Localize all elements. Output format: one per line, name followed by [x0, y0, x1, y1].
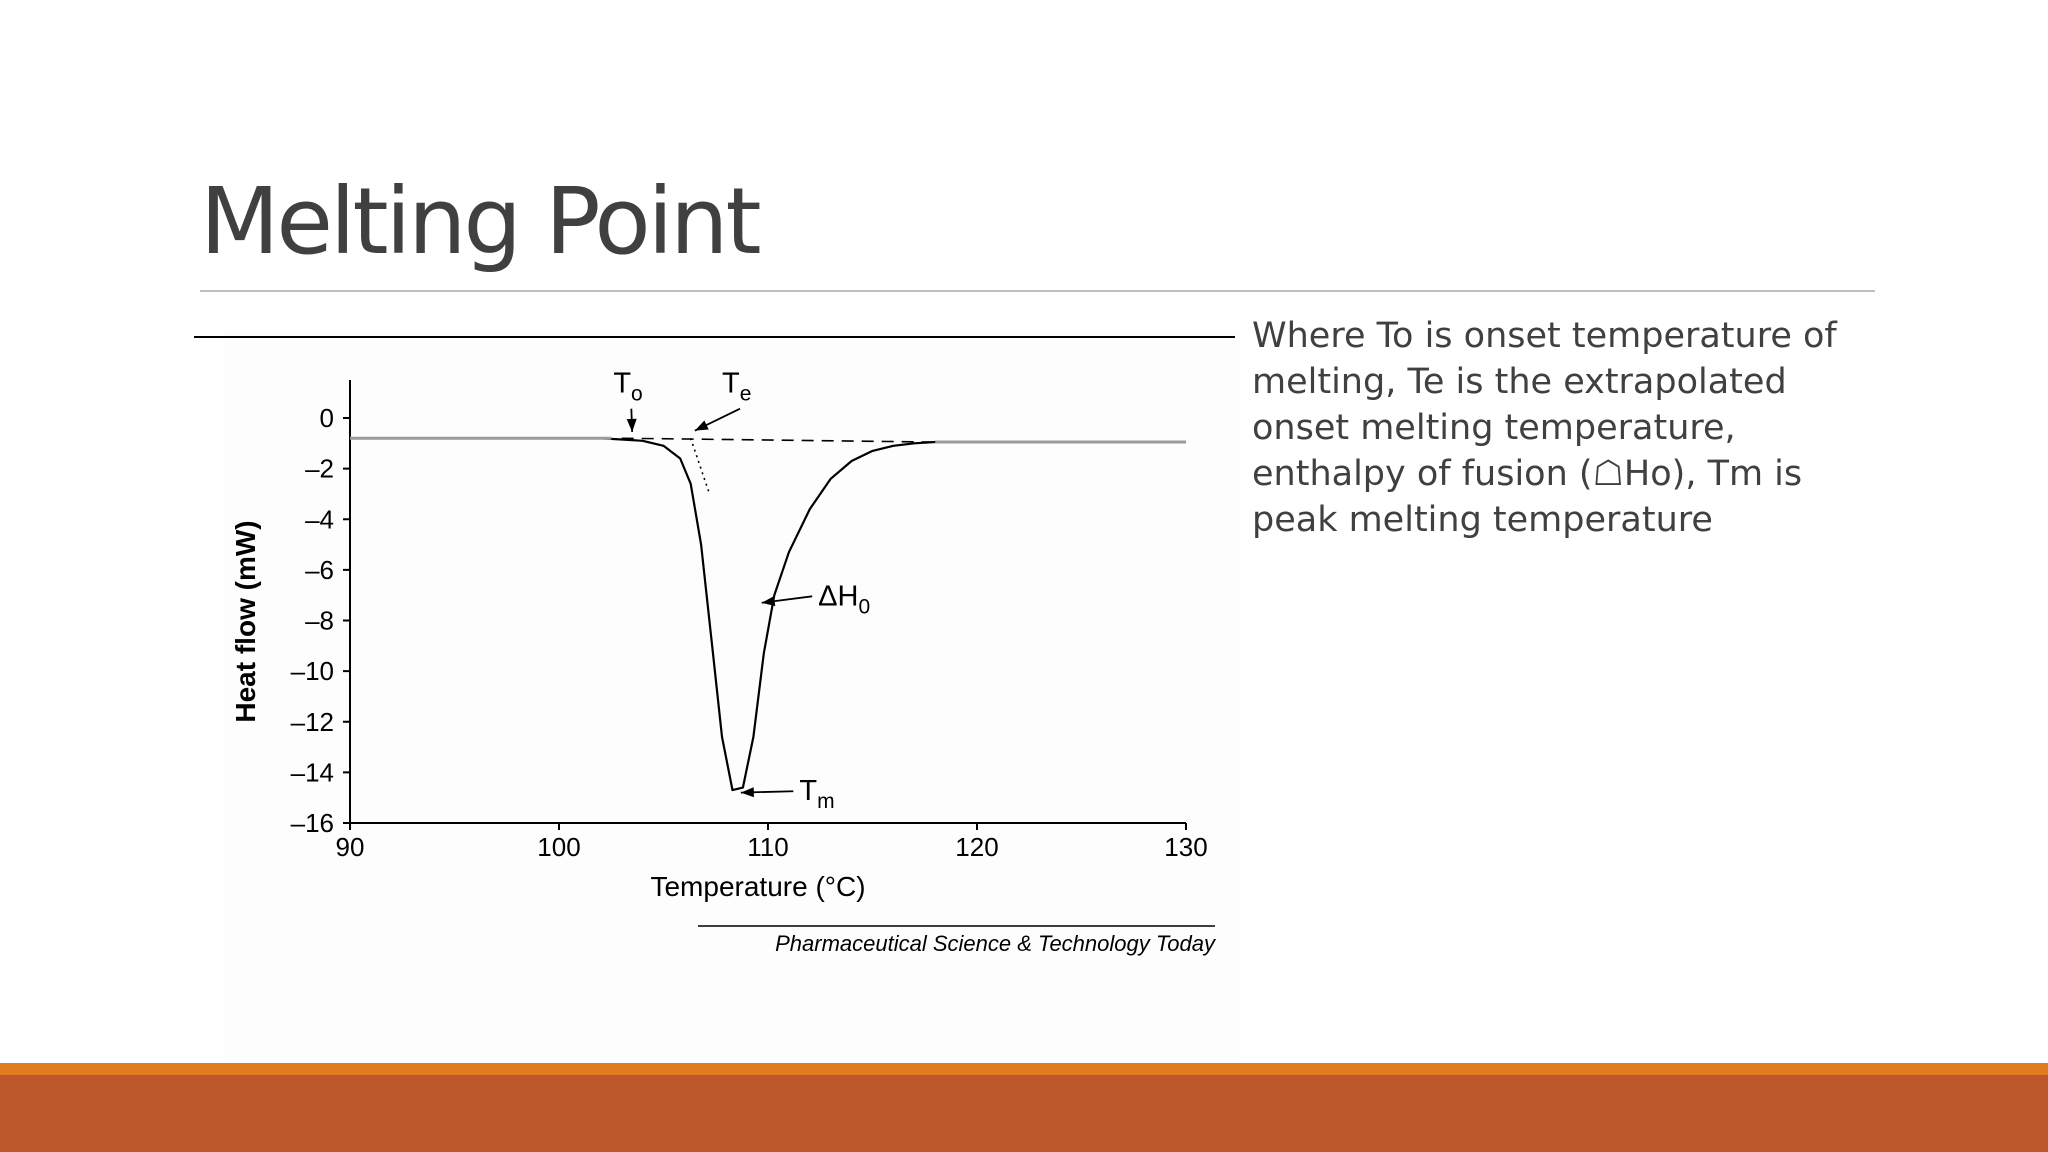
slide-title: Melting Point: [200, 168, 762, 275]
x-tick-label: 130: [1164, 832, 1207, 862]
annotation-arrow-head: [626, 418, 637, 432]
y-tick-label: –16: [291, 808, 334, 838]
annotation-label: To: [613, 368, 642, 406]
annotation-arrow-head: [761, 596, 776, 607]
y-tick-label: –4: [305, 504, 334, 534]
y-tick-label: –12: [291, 707, 334, 737]
footer-accent-strip: [0, 1063, 2048, 1075]
x-axis-label: Temperature (°C): [650, 871, 865, 902]
annotation-label: Te: [722, 368, 751, 406]
annotation-arrow-head: [740, 787, 754, 798]
onset-tangent: [689, 437, 711, 495]
annotation-arrow-head: [694, 420, 709, 431]
heat-flow-curve: [350, 437, 1186, 792]
figure-source-label: Pharmaceutical Science & Technology Toda…: [775, 931, 1217, 956]
y-tick-label: –14: [291, 757, 334, 787]
annotation-label: Tm: [799, 775, 834, 813]
x-tick-label: 100: [537, 832, 580, 862]
x-tick-label: 110: [747, 832, 788, 862]
y-tick-label: –8: [305, 606, 334, 636]
annotation-label: ΔH0: [818, 580, 870, 618]
y-tick-label: –6: [305, 555, 334, 585]
y-tick-label: –2: [305, 454, 334, 484]
extrapolated-baseline: [621, 437, 936, 443]
y-tick-label: –10: [291, 656, 334, 686]
title-divider: [200, 290, 1875, 292]
x-tick-label: 120: [955, 832, 998, 862]
y-tick-label: 0: [320, 403, 334, 433]
footer-bar: [0, 1075, 2048, 1152]
y-axis-label: Heat flow (mW): [230, 520, 261, 722]
dsc-thermogram-figure: 0 –2 –4 –6 –8 –10 –12 –14 –16 90 100 110 120 130 Tempe…: [190, 330, 1240, 1060]
definition-caption: Where To is onset temperature of melting…: [1252, 316, 1837, 540]
x-tick-label: 90: [336, 832, 365, 862]
